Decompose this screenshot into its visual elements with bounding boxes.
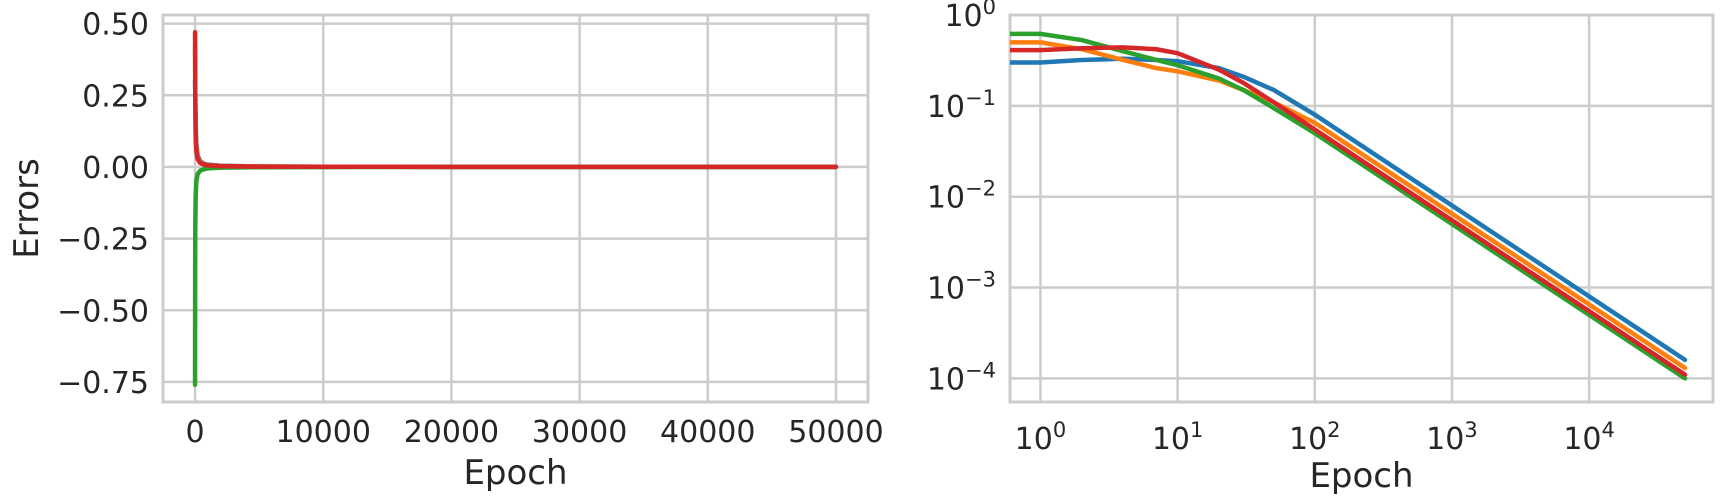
series-line-2: [192, 44, 839, 170]
y-axis-label: Errors: [7, 158, 47, 259]
x-tick-label: 104: [1563, 418, 1615, 457]
y-tick-label: −0.50: [57, 294, 149, 329]
axes-frame: [161, 13, 870, 404]
x-axis-label: Epoch: [1309, 456, 1413, 496]
axes-frame: [1008, 13, 1715, 404]
series-line-1: [192, 78, 839, 170]
y-tick-label: 10−4: [927, 358, 996, 397]
x-tick-label: 50000: [788, 415, 883, 450]
x-tick-label: 20000: [404, 415, 499, 450]
y-tick-label: 0.00: [82, 151, 149, 186]
y-tick-label: 10−2: [927, 177, 996, 216]
chart-panel-1: 0 10000 20000 30000 40000 50000 0.50 0.25 0.00 −0…: [7, 8, 884, 493]
y-tick-label: 100: [944, 0, 996, 34]
x-tick-label: 102: [1289, 418, 1341, 457]
series-line-3: [1010, 31, 1688, 381]
series-line-4: [192, 29, 839, 170]
y-tick-label: 10−3: [927, 268, 996, 307]
series-line-1: [1010, 56, 1688, 363]
y-tick-label: −0.75: [57, 366, 149, 401]
x-tick-label: 0: [185, 415, 204, 450]
chart-panel-2: 100 101 102 103 104 100 10−1 10−2 10−3 10−4 Epoch: [927, 0, 1715, 496]
series-group: [192, 29, 839, 388]
series-line-2: [1010, 40, 1688, 371]
series-group: [1010, 31, 1688, 381]
x-tick-label: 103: [1426, 418, 1478, 457]
y-tick-label: 0.25: [82, 79, 149, 114]
x-tick-label: 40000: [660, 415, 755, 450]
series-line-3: [192, 164, 839, 388]
x-tick-label: 101: [1152, 418, 1204, 457]
y-tick-label: −0.25: [57, 223, 149, 258]
series-line-4: [1010, 45, 1688, 377]
y-tick-label: 10−1: [927, 86, 996, 125]
x-tick-label: 100: [1015, 418, 1067, 457]
x-tick-label: 30000: [532, 415, 627, 450]
y-tick-label: 0.50: [82, 8, 149, 43]
x-axis-label: Epoch: [463, 453, 567, 493]
x-tick-label: 10000: [276, 415, 371, 450]
